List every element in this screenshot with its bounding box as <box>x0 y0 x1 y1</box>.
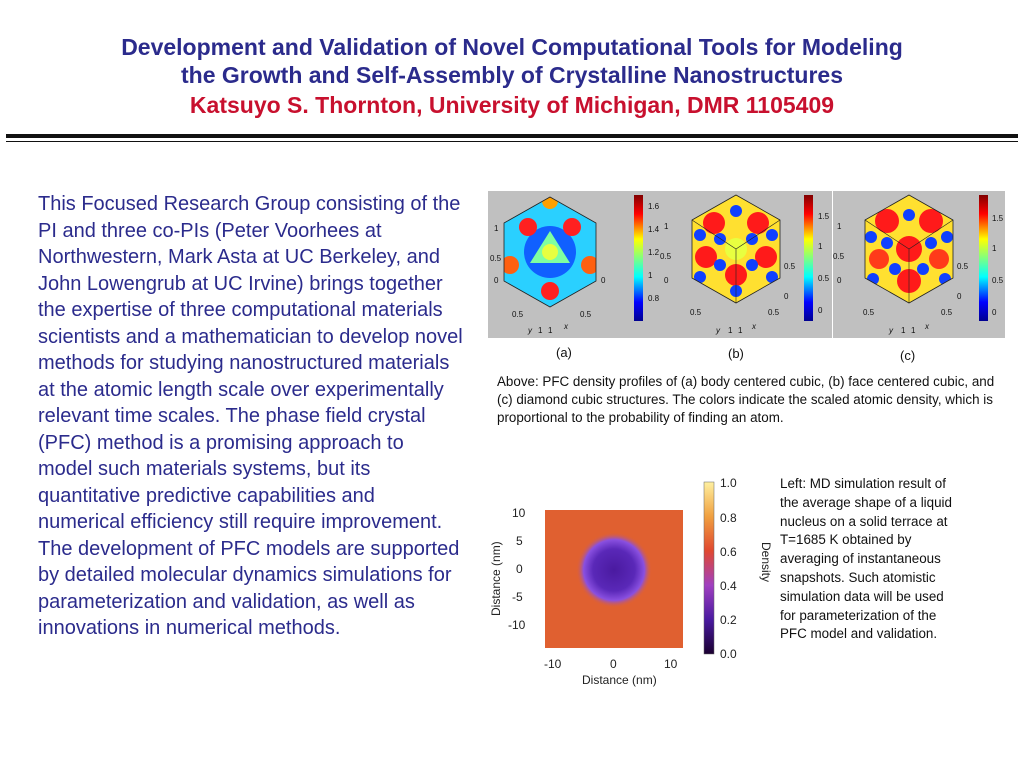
axis-c-left-0: 0 <box>837 276 842 285</box>
title-line-1: Development and Validation of Novel Comp… <box>121 34 903 60</box>
axis-a-x-name: x <box>563 322 569 331</box>
axis-b-right-0: 0 <box>784 292 789 301</box>
pfc-panel-b: 1.5 1 0.5 0 1 0.5 0 0.5 0 0.5 0.5 1 1 y … <box>660 191 832 338</box>
colorbar-a-tick-1: 1.6 <box>648 202 660 211</box>
axis-a-bottom-05b: 0.5 <box>580 310 592 319</box>
md-caption: Left: MD simulation result of the averag… <box>780 476 952 642</box>
header-rule-thin <box>6 141 1018 142</box>
colorbar-b-tick-4: 0 <box>818 306 823 315</box>
axis-c-bottom-05b: 0.5 <box>941 308 953 317</box>
md-y-tick-5: 5 <box>516 534 523 548</box>
axis-b-bottom-1b: 1 <box>738 326 743 335</box>
pfc-panel-a: 1.6 1.4 1.2 1 0.8 1 0.5 0 0 0.5 0.5 1 1 … <box>488 191 660 338</box>
md-y-tick-0: 0 <box>516 562 523 576</box>
md-y-label: Distance (nm) <box>489 541 503 616</box>
colorbar-a-tick-5: 0.8 <box>648 294 660 303</box>
axis-b-right-05: 0.5 <box>784 262 796 271</box>
md-x-tick-10: 10 <box>664 657 678 671</box>
axis-a-left-05: 0.5 <box>490 254 502 263</box>
colorbar-c-tick-2: 1 <box>992 244 997 253</box>
md-cbar-tick-1: 1.0 <box>720 476 737 490</box>
axis-a-left-0: 0 <box>494 276 499 285</box>
axis-c-y-name: y <box>888 326 894 335</box>
colorbar-b-tick-1: 1.5 <box>818 212 830 221</box>
axis-b-bottom-05a: 0.5 <box>690 308 702 317</box>
pfc-panel-c: 1.5 1 0.5 0 1 0.5 0 0.5 0 0.5 0.5 1 1 y … <box>833 191 1005 338</box>
md-cbar-tick-04: 0.4 <box>720 579 737 593</box>
axis-b-left-05: 0.5 <box>660 252 672 261</box>
axis-c-bottom-1a: 1 <box>901 326 906 335</box>
axis-a-y-name: y <box>527 326 533 335</box>
colorbar-a-tick-3: 1.2 <box>648 248 660 257</box>
author-line: Katsuyo S. Thornton, University of Michi… <box>189 92 835 118</box>
axis-a-right-0: 0 <box>601 276 606 285</box>
colorbar-b-tick-3: 0.5 <box>818 274 830 283</box>
md-colorbar <box>703 481 715 655</box>
md-y-tick-10: 10 <box>512 506 526 520</box>
md-x-tick-m10: -10 <box>544 657 562 671</box>
axis-b-left-1: 1 <box>664 222 669 231</box>
panel-label-b: (b) <box>728 346 744 361</box>
panel-label-a: (a) <box>556 345 572 360</box>
md-x-tick-0: 0 <box>610 657 617 671</box>
axis-b-x-name: x <box>751 322 757 331</box>
axis-b-left-0: 0 <box>664 276 669 285</box>
axis-b-bottom-05b: 0.5 <box>768 308 780 317</box>
md-cbar-tick-08: 0.8 <box>720 511 737 525</box>
md-cbar-tick-02: 0.2 <box>720 613 737 627</box>
axis-c-right-0: 0 <box>957 292 962 301</box>
axis-c-right-05: 0.5 <box>957 262 969 271</box>
axis-a-bottom-1b: 1 <box>548 326 553 335</box>
colorbar-c-tick-1: 1.5 <box>992 214 1004 223</box>
body-paragraph: This Focused Research Group consisting o… <box>38 193 463 639</box>
axis-c-x-name: x <box>924 322 930 331</box>
md-y-tick-m10: -10 <box>508 618 526 632</box>
panel-label-c: (c) <box>900 348 916 363</box>
axis-a-left-1: 1 <box>494 224 499 233</box>
md-x-label: Distance (nm) <box>582 673 657 687</box>
md-cbar-tick-0: 0.0 <box>720 647 737 661</box>
md-simulation-figure: 1.0 0.8 0.6 0.4 0.2 0.0 10 5 0 -5 -10 -1… <box>489 476 773 687</box>
md-nucleus <box>576 532 652 608</box>
axis-c-left-1: 1 <box>837 222 842 231</box>
colorbar-a-tick-4: 1 <box>648 271 653 280</box>
axis-c-left-05: 0.5 <box>833 252 845 261</box>
md-y-tick-m5: -5 <box>512 590 523 604</box>
axis-a-bottom-05a: 0.5 <box>512 310 524 319</box>
axis-c-bottom-05a: 0.5 <box>863 308 875 317</box>
axis-a-bottom-1a: 1 <box>538 326 543 335</box>
title-line-2: the Growth and Self-Assembly of Crystall… <box>180 62 844 88</box>
colorbar-b-tick-2: 1 <box>818 242 823 251</box>
axis-c-bottom-1b: 1 <box>911 326 916 335</box>
axis-b-y-name: y <box>715 326 721 335</box>
md-cbar-tick-06: 0.6 <box>720 545 737 559</box>
axis-b-bottom-1a: 1 <box>728 326 733 335</box>
md-colorbar-label: Density <box>759 542 773 582</box>
header-rule-thick <box>6 134 1018 138</box>
colorbar-c-tick-3: 0.5 <box>992 276 1004 285</box>
colorbar-c-tick-4: 0 <box>992 308 997 317</box>
colorbar-a-tick-2: 1.4 <box>648 225 660 234</box>
pfc-caption: Above: PFC density profiles of (a) body … <box>497 374 995 425</box>
